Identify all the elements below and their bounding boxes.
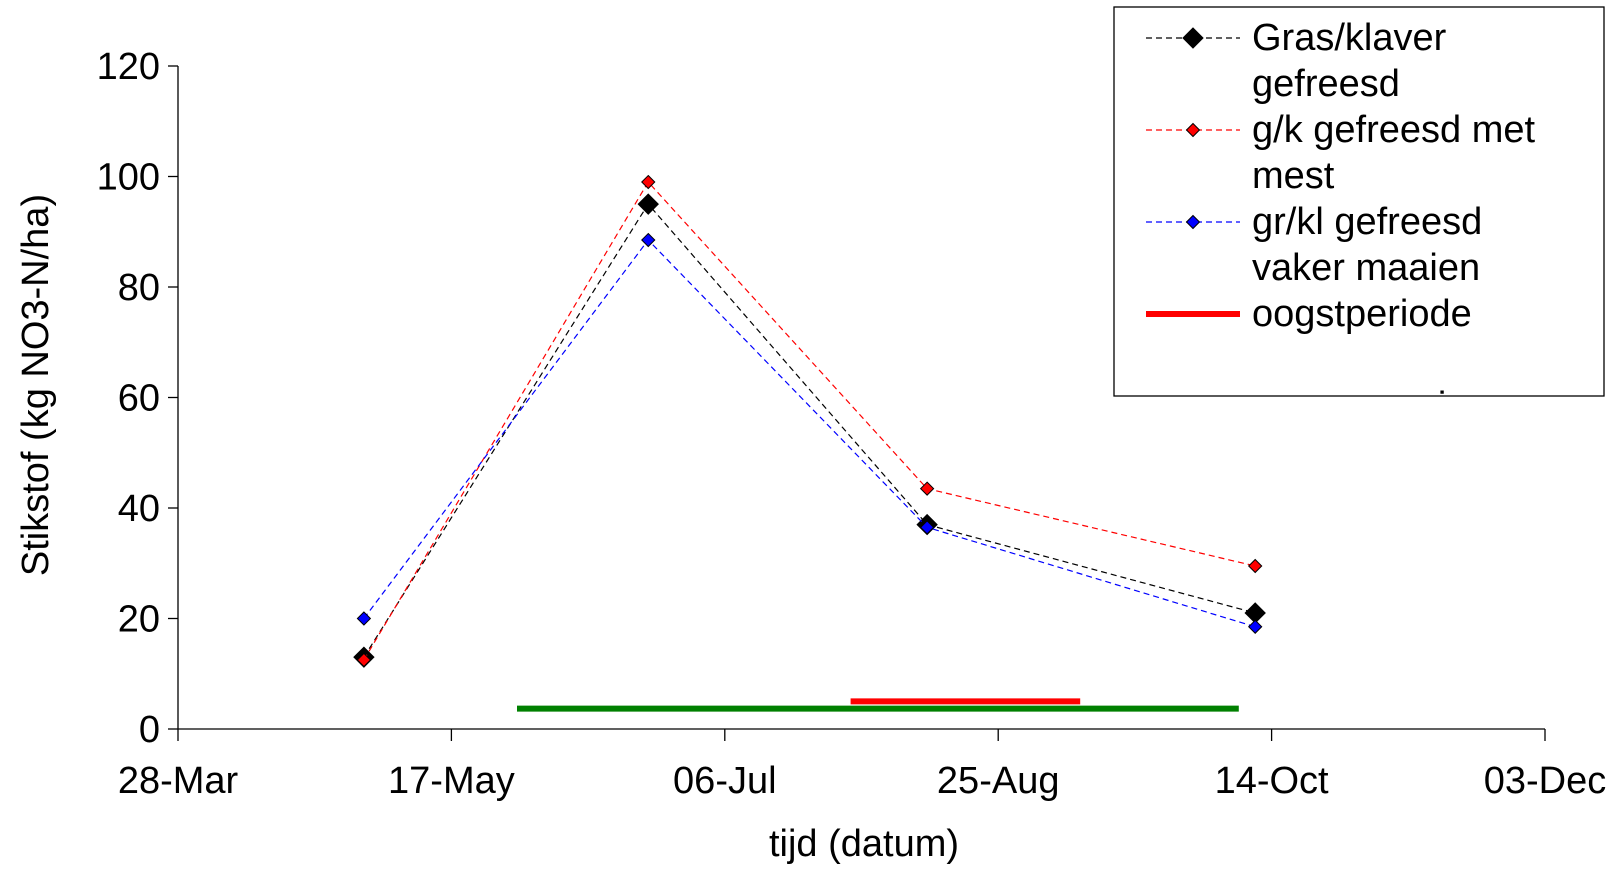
series-2 — [356, 174, 1263, 668]
x-tick-label: 03-Dec — [1484, 760, 1607, 802]
data-point — [919, 481, 935, 496]
legend-sample-marker — [1182, 27, 1204, 49]
x-axis: 28-Mar 17-May 06-Jul 25-Aug 14-Oct 03-Dec — [118, 728, 1607, 802]
data-point — [637, 193, 659, 215]
x-tick-label: 17-May — [388, 760, 515, 802]
legend-label: gefreesd — [1252, 63, 1400, 105]
y-tick-label: 40 — [118, 488, 160, 530]
y-tick-label: 20 — [118, 599, 160, 641]
data-point — [1247, 558, 1263, 574]
legend-label: vaker maaien — [1252, 247, 1480, 289]
legend-sample-marker — [1185, 122, 1201, 138]
legend-item-4: oogstperiode — [1146, 293, 1472, 335]
legend-label: Gras/klaver — [1252, 17, 1447, 59]
data-point — [641, 174, 656, 190]
data-point — [356, 611, 372, 626]
series-3 — [356, 232, 1263, 634]
y-axis-title: Stikstof (kg NO3-N/ha) — [15, 194, 57, 576]
y-tick-label: 80 — [118, 267, 160, 309]
legend-label: g/k gefreesd met — [1252, 109, 1535, 151]
data-point — [1247, 619, 1263, 634]
legend-label: oogstperiode — [1252, 293, 1472, 335]
data-point — [356, 652, 372, 668]
x-tick-label: 25-Aug — [937, 760, 1060, 802]
x-axis-title: tijd (datum) — [769, 823, 959, 865]
data-point — [919, 520, 935, 535]
y-tick-label: 100 — [97, 157, 160, 199]
y-axis: 0 20 40 60 80 100 120 — [97, 46, 179, 751]
series-line — [363, 239, 1256, 628]
x-tick-label: 28-Mar — [118, 760, 239, 802]
y-tick-label: 0 — [139, 709, 160, 751]
legend-sample-marker — [1185, 214, 1201, 230]
legend-item-5: gewasgroei — [1252, 385, 1446, 427]
legend-label: gewasgroei — [1252, 385, 1446, 427]
data-point — [641, 232, 656, 248]
x-tick-label: 14-Oct — [1215, 760, 1329, 802]
legend-label: mest — [1252, 155, 1335, 197]
legend-box — [1113, 6, 1605, 397]
y-tick-label: 120 — [97, 46, 160, 88]
y-tick-label: 60 — [118, 378, 160, 420]
x-tick-label: 06-Jul — [673, 760, 777, 802]
legend-label: gr/kl gefreesd — [1252, 201, 1482, 243]
plot-area — [353, 174, 1266, 712]
series-line — [363, 180, 1256, 661]
